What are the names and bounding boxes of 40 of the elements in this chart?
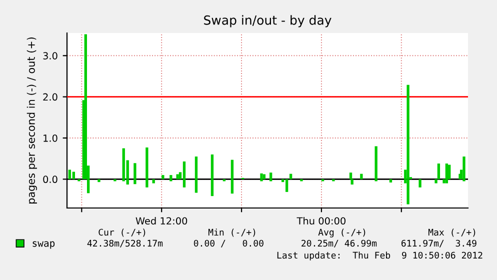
bar <box>418 179 422 188</box>
x-tick-label: Wed 12:00 <box>136 217 188 225</box>
bar <box>98 179 100 182</box>
bar <box>176 174 179 180</box>
bar <box>462 156 466 180</box>
bar <box>162 175 164 180</box>
y-tick-label: 1.0 <box>44 134 58 142</box>
bar <box>389 179 392 182</box>
bar <box>152 179 155 184</box>
text: Cur (-/+) <box>98 228 146 237</box>
bar <box>122 148 125 180</box>
chart-title: Swap in/out - by day <box>204 15 332 28</box>
text: 611.97m/ 3.49 <box>401 240 476 248</box>
y-axis-title: pages per second in (-) / out (+) <box>26 37 37 204</box>
y-tick-label: 2.0 <box>43 93 58 101</box>
bar <box>170 175 172 180</box>
bar <box>360 174 363 180</box>
text: Min (-/+) <box>208 228 256 237</box>
bar <box>374 146 378 180</box>
bar <box>448 164 451 180</box>
bar <box>260 173 263 180</box>
y-tick-label: 3.0 <box>43 52 58 60</box>
text: Last update: Thu Feb 9 10:50:06 2012 <box>277 252 482 260</box>
bar <box>442 179 446 184</box>
text: 20.25m/ 46.99m <box>302 240 377 248</box>
x-tick-label: Thu 00:00 <box>296 217 346 225</box>
text: Avg (-/+) <box>318 228 366 238</box>
text: 42.38m/528.17m <box>87 240 163 248</box>
bar <box>434 179 438 184</box>
text: 0.00 / 0.00 <box>194 240 264 248</box>
bar <box>262 174 266 180</box>
bar <box>84 34 87 180</box>
legend-label: swap <box>32 241 55 249</box>
bar <box>437 164 440 180</box>
bar <box>285 179 288 192</box>
bar <box>270 172 272 180</box>
bar <box>68 170 71 180</box>
text: Max (-/+) <box>428 228 476 237</box>
bar <box>445 164 448 180</box>
y-tick-label: 0.0 <box>43 176 58 184</box>
